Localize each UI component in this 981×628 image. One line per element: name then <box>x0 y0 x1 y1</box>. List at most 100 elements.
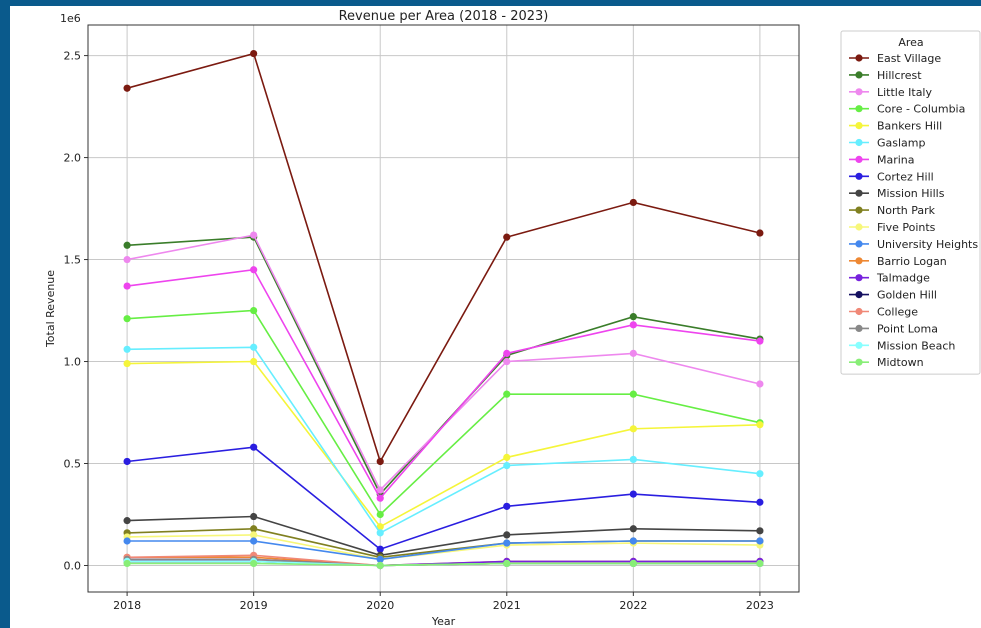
data-point <box>629 525 637 533</box>
legend-marker <box>855 257 863 265</box>
legend-marker <box>855 54 863 62</box>
legend-marker <box>855 155 863 163</box>
x-tick-label: 2021 <box>493 599 521 612</box>
data-point <box>376 486 384 494</box>
legend-item: Hillcrest <box>849 69 922 82</box>
legend-label: North Park <box>877 204 936 217</box>
series-path <box>127 346 760 534</box>
data-point <box>376 529 384 537</box>
data-point <box>123 559 131 568</box>
grid-lines <box>88 25 799 592</box>
legend-item: Marina <box>849 153 915 166</box>
legend-label: Mission Beach <box>877 339 955 352</box>
data-point <box>503 453 511 461</box>
data-point <box>376 494 384 502</box>
line-chart: 2018 2019 2020 2021 2022 2023 0.0 0.5 1.0 1.5 2.0… <box>44 9 981 628</box>
x-tick-label: 2019 <box>240 599 268 612</box>
data-point <box>503 539 511 547</box>
data-point <box>250 49 258 58</box>
legend-item: Core - Columbia <box>849 103 965 116</box>
legend-marker <box>855 274 863 282</box>
series-line <box>123 343 764 537</box>
legend-item: Mission Beach <box>849 339 955 352</box>
legend-marker <box>855 223 863 231</box>
data-point <box>376 523 384 531</box>
legend-label: College <box>877 306 918 319</box>
legend-item: Midtown <box>849 356 924 369</box>
legend-item: Barrio Logan <box>849 255 947 268</box>
legend-label: East Village <box>877 52 941 65</box>
data-point <box>123 84 131 92</box>
series-line <box>123 537 764 563</box>
data-point <box>250 531 258 539</box>
data-point <box>503 357 511 366</box>
data-point <box>629 425 637 433</box>
data-point <box>629 313 637 321</box>
series-line <box>123 357 764 531</box>
series-path <box>127 534 760 561</box>
y-tick-label: 1.0 <box>64 356 82 369</box>
series-line <box>123 266 764 502</box>
legend-marker <box>855 71 863 79</box>
data-point <box>629 490 637 498</box>
legend-item: University Heights <box>849 238 978 251</box>
data-point <box>376 555 384 563</box>
y-axis-label: Total Revenue <box>44 270 57 348</box>
legend-marker <box>855 105 863 113</box>
data-point <box>629 349 637 357</box>
data-point <box>503 559 511 568</box>
data-point <box>376 510 384 519</box>
legend-label: Little Italy <box>877 86 932 99</box>
data-point <box>250 306 258 315</box>
legend-marker <box>855 189 863 197</box>
data-point <box>756 559 764 568</box>
y-tick-label: 0.5 <box>64 458 82 471</box>
data-point <box>123 517 131 525</box>
data-point <box>629 455 637 464</box>
data-point <box>629 537 637 545</box>
legend-label: Five Points <box>877 221 936 234</box>
legend-item: Little Italy <box>849 86 932 99</box>
data-point <box>503 349 511 357</box>
x-tick-label: 2018 <box>113 599 141 612</box>
data-point <box>629 390 637 398</box>
data-point <box>756 421 764 429</box>
series-path <box>127 446 760 551</box>
y-tick-label: 1.5 <box>64 254 82 267</box>
data-point <box>250 231 258 239</box>
legend-label: University Heights <box>877 238 978 251</box>
legend-marker <box>855 358 863 366</box>
legend-label: Gaslamp <box>877 137 926 150</box>
legend-marker <box>855 172 863 180</box>
data-point <box>756 380 764 388</box>
data-point <box>250 266 258 274</box>
y-offset-label: 1e6 <box>60 12 81 25</box>
y-axis: 0.0 0.5 1.0 1.5 2.0 2.5 <box>64 50 88 572</box>
series-path <box>127 515 760 557</box>
legend-marker <box>855 138 863 147</box>
data-point <box>250 343 258 351</box>
series-path <box>126 52 761 464</box>
legend-item: Talmadge <box>849 272 930 285</box>
legend-label: Golden Hill <box>877 289 937 302</box>
series-path <box>127 360 760 528</box>
legend-item: Five Points <box>849 221 936 234</box>
legend-item: Point Loma <box>849 322 938 335</box>
chart-frame: 2018 2019 2020 2021 2022 2023 0.0 0.5 1.0 1.5 2.0… <box>10 6 981 628</box>
data-point <box>756 229 764 237</box>
data-point <box>250 443 258 451</box>
data-point <box>756 470 764 478</box>
series-path <box>127 309 761 516</box>
y-tick-label: 2.0 <box>64 152 82 165</box>
data-point <box>123 241 131 249</box>
legend-label: Marina <box>877 153 915 166</box>
data-point <box>629 559 637 568</box>
data-point <box>123 282 131 290</box>
chart-title: Revenue per Area (2018 - 2023) <box>339 9 549 24</box>
data-point <box>123 457 131 466</box>
legend-item: Bankers Hill <box>849 120 942 133</box>
legend-marker <box>855 307 863 316</box>
data-point <box>629 198 637 207</box>
x-tick-label: 2020 <box>366 599 394 612</box>
data-point <box>756 498 764 506</box>
